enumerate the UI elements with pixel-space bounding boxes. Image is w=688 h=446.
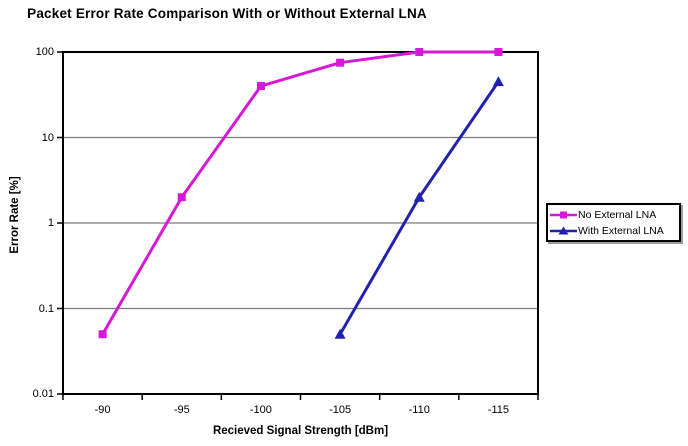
legend-label: No External LNA <box>578 208 657 221</box>
data-point-square <box>256 82 265 91</box>
y-tick-label: 100 <box>35 46 54 58</box>
data-point-triangle <box>334 328 346 339</box>
x-tick-label: -100 <box>249 404 272 416</box>
series-line-square <box>101 50 499 335</box>
data-point-square <box>336 58 345 67</box>
data-point-square <box>494 48 503 56</box>
y-tick-label: 0.1 <box>38 302 54 315</box>
x-tick-label: -105 <box>329 404 352 416</box>
legend: No External LNA With External LNA <box>546 203 681 242</box>
x-tick-label: -110 <box>408 404 430 416</box>
data-point-square <box>98 330 107 339</box>
chart-title: Packet Error Rate Comparison With or Wit… <box>27 6 427 21</box>
data-point-square <box>415 48 424 56</box>
legend-item: No External LNA <box>550 207 678 222</box>
legend-label: With External LNA <box>578 224 664 237</box>
x-tick-label: -95 <box>173 404 190 416</box>
x-tick-label: -115 <box>487 404 509 416</box>
plot-border <box>62 51 539 395</box>
data-point-square <box>177 193 186 202</box>
y-tick-label: 1 <box>47 217 54 229</box>
y-tick-label: 10 <box>41 131 54 144</box>
data-point-triangle <box>492 76 504 87</box>
legend-marker-triangle <box>550 226 577 234</box>
series-line-triangle <box>338 80 500 335</box>
y-tick-label: 0.01 <box>32 388 54 400</box>
data-point-triangle <box>413 191 425 202</box>
legend-marker-square <box>550 211 577 218</box>
legend-item: With External LNA <box>550 223 678 238</box>
x-tick-label: -90 <box>94 404 111 416</box>
x-axis-title: Recieved Signal Strength [dBm] <box>212 425 389 437</box>
